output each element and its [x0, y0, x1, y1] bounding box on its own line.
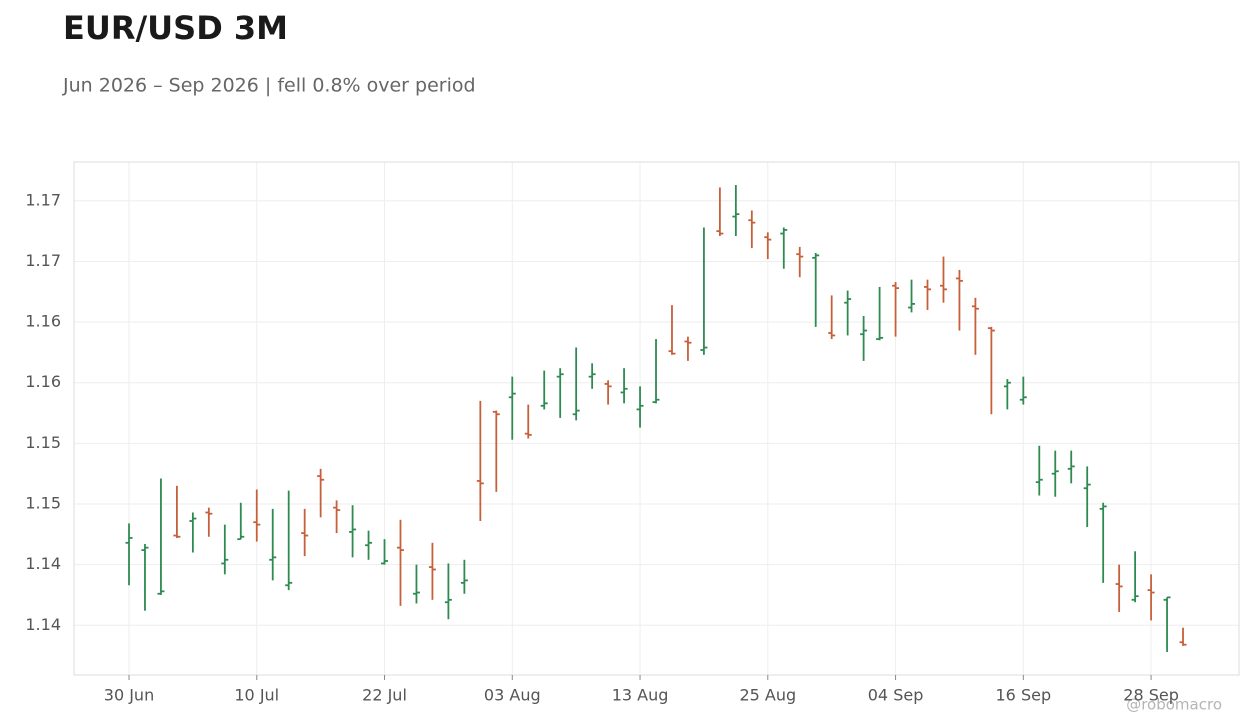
y-tick-label: 1.17: [25, 251, 61, 270]
x-tick-label: 10 Jul: [234, 686, 279, 705]
chart-title: EUR/USD 3M: [63, 9, 288, 47]
x-tick-label: 16 Sep: [996, 686, 1052, 705]
y-tick-label: 1.15: [25, 494, 61, 513]
x-tick-label: 28 Sep: [1123, 686, 1179, 705]
chart-subtitle: Jun 2026 – Sep 2026 | fell 0.8% over per…: [62, 75, 476, 97]
y-tick-label: 1.15: [25, 433, 61, 452]
x-tick-label: 30 Jun: [104, 686, 154, 705]
x-tick-label: 13 Aug: [612, 686, 669, 705]
x-tick-label: 04 Sep: [868, 686, 924, 705]
x-tick-label: 03 Aug: [484, 686, 541, 705]
watermark: @robomacro: [1126, 696, 1222, 714]
y-tick-label: 1.16: [25, 312, 61, 331]
y-tick-label: 1.14: [25, 615, 61, 634]
y-tick-label: 1.14: [25, 554, 61, 573]
y-tick-label: 1.17: [25, 190, 61, 209]
x-tick-label: 25 Aug: [739, 686, 796, 705]
x-tick-label: 22 Jul: [362, 686, 407, 705]
y-tick-label: 1.16: [25, 372, 61, 391]
plot-frame: [73, 161, 1240, 676]
